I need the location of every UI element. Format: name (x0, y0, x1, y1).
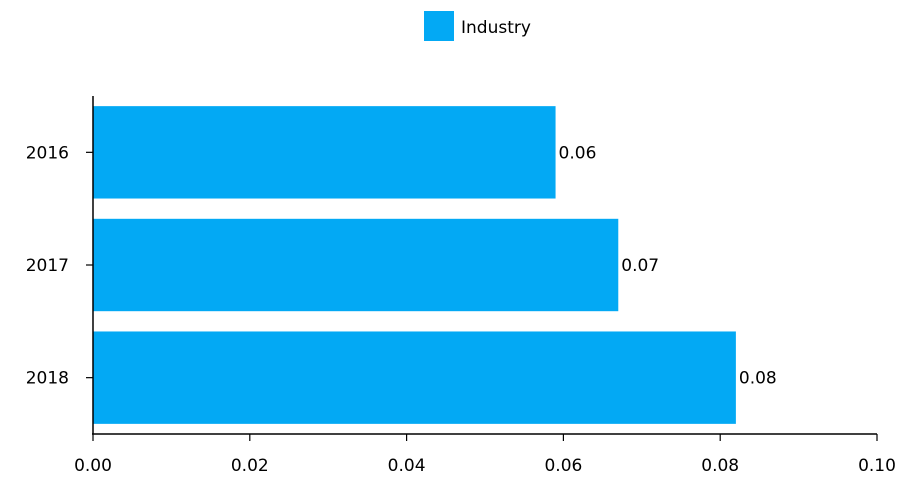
bar-2018 (93, 331, 736, 424)
data-label-2016: 0.06 (559, 143, 597, 163)
y-tick-label-2018: 2018 (26, 369, 69, 389)
y-axis: 2016 2017 2018 (26, 96, 94, 434)
legend-swatch-industry (424, 11, 454, 41)
y-tick-label-2016: 2016 (26, 143, 69, 163)
bar-2016 (93, 106, 556, 199)
x-tick-label-2: 0.04 (388, 456, 426, 476)
data-label-2018: 0.08 (739, 369, 777, 389)
x-tick-label-1: 0.02 (231, 456, 269, 476)
x-tick-label-3: 0.06 (544, 456, 582, 476)
x-tick-label-4: 0.08 (701, 456, 739, 476)
legend-label-industry: Industry (461, 18, 531, 38)
legend: Industry (424, 11, 531, 41)
x-tick-label-5: 0.10 (858, 456, 896, 476)
x-axis: 0.00 0.02 0.04 0.06 0.08 0.10 (74, 433, 896, 476)
bar-2017 (93, 218, 619, 312)
y-tick-label-2017: 2017 (26, 256, 69, 276)
data-label-2017: 0.07 (621, 256, 659, 276)
x-tick-label-0: 0.00 (74, 456, 112, 476)
data-labels-group: 0.06 0.07 0.08 (559, 143, 777, 388)
bars-group (93, 106, 736, 424)
